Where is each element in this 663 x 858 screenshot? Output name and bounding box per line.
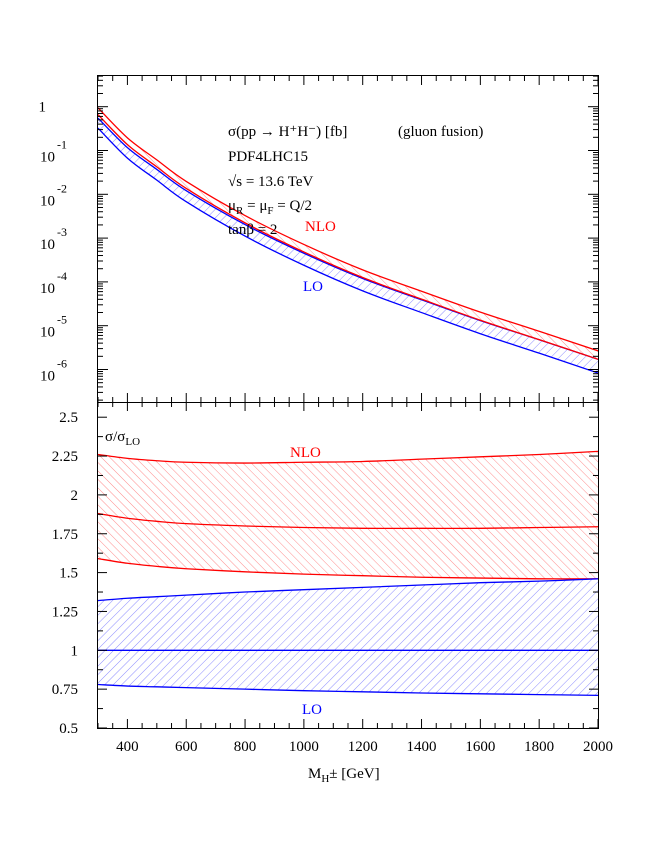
x-axis-label: MH± [GeV]	[308, 766, 380, 785]
lo-lower-line	[98, 683, 598, 697]
y-tick-label: 2.5	[59, 410, 78, 426]
x-tick-label: 1000	[289, 739, 319, 755]
y-tick-label: 0.75	[52, 682, 78, 698]
nlo-band-top	[98, 107, 598, 360]
y-tick-label: 0.5	[59, 721, 78, 737]
y-tick-label: 2	[71, 488, 79, 504]
lo-band-ratio	[98, 578, 598, 696]
nlo-lower-line-top	[98, 114, 598, 360]
lo-lower-line-top	[98, 127, 598, 374]
annotation-scale: μR = μF = Q/2	[228, 198, 312, 217]
nlo-label-bottom: NLO	[290, 445, 321, 461]
lo-upper-line-top	[98, 117, 598, 360]
x-tick-label: 1200	[348, 739, 378, 755]
y-tick-exponent: -4	[57, 269, 67, 283]
x-tick-label: 800	[234, 739, 257, 755]
y-tick-label: 2.25	[52, 449, 78, 465]
y-tick-exponent: -3	[57, 225, 67, 239]
top-panel-cross-section: 110-110-210-310-410-510-6 σ(pp → H⁺H⁻) […	[39, 75, 599, 402]
y-tick-exponent: -2	[57, 181, 67, 195]
y-tick-label: 10	[40, 281, 55, 297]
y-tick-exponent: -1	[57, 138, 67, 152]
annotation-energy: √s = 13.6 TeV	[228, 174, 314, 190]
lo-band-top	[98, 118, 598, 374]
nlo-upper-line	[98, 450, 598, 464]
x-tick-label: 600	[175, 739, 198, 755]
annotation-process: σ(pp → H⁺H⁻) [fb]	[228, 124, 347, 140]
x-tick-label: 1800	[524, 739, 554, 755]
y-tick-label: 10	[40, 369, 55, 385]
ratio-axis-label: σ/σLO	[105, 429, 140, 448]
nlo-band-ratio	[98, 451, 598, 579]
nlo-upper-line-top	[98, 107, 598, 352]
y-tick-label: 1.25	[52, 604, 78, 620]
y-tick-exponent: -6	[57, 357, 67, 371]
lo-label-bottom: LO	[302, 702, 322, 718]
nlo-central-line	[98, 512, 598, 530]
nlo-label-top: NLO	[305, 219, 336, 235]
nlo-lower-line	[98, 557, 598, 580]
y-tick-label: 1.75	[52, 527, 78, 543]
lo-label-top: LO	[303, 279, 323, 295]
annotation-tanbeta: tanβ = 2	[228, 222, 277, 238]
y-tick-label: 1	[39, 100, 47, 116]
x-tick-label: 1600	[465, 739, 495, 755]
y-tick-label: 10	[40, 325, 55, 341]
annotation-pdf: PDF4LHC15	[228, 149, 308, 165]
y-tick-label: 1.5	[59, 566, 78, 582]
bottom-frame	[97, 402, 599, 729]
x-tick-label: 400	[116, 739, 139, 755]
lo-upper-line	[98, 578, 598, 602]
top-frame	[97, 75, 599, 403]
y-tick-label: 10	[40, 193, 55, 209]
y-tick-label: 10	[40, 237, 55, 253]
y-tick-exponent: -5	[57, 313, 67, 327]
x-tick-label: 2000	[583, 739, 613, 755]
y-tick-label: 10	[40, 150, 55, 166]
bottom-panel-ratio: 0.5 0.75 1 1.25 1.5 1.75 2 2.25 2.5 400 600 800 100…	[52, 402, 613, 785]
y-tick-label: 1	[71, 643, 79, 659]
x-tick-label: 1400	[407, 739, 437, 755]
annotation-channel: (gluon fusion)	[398, 124, 483, 140]
